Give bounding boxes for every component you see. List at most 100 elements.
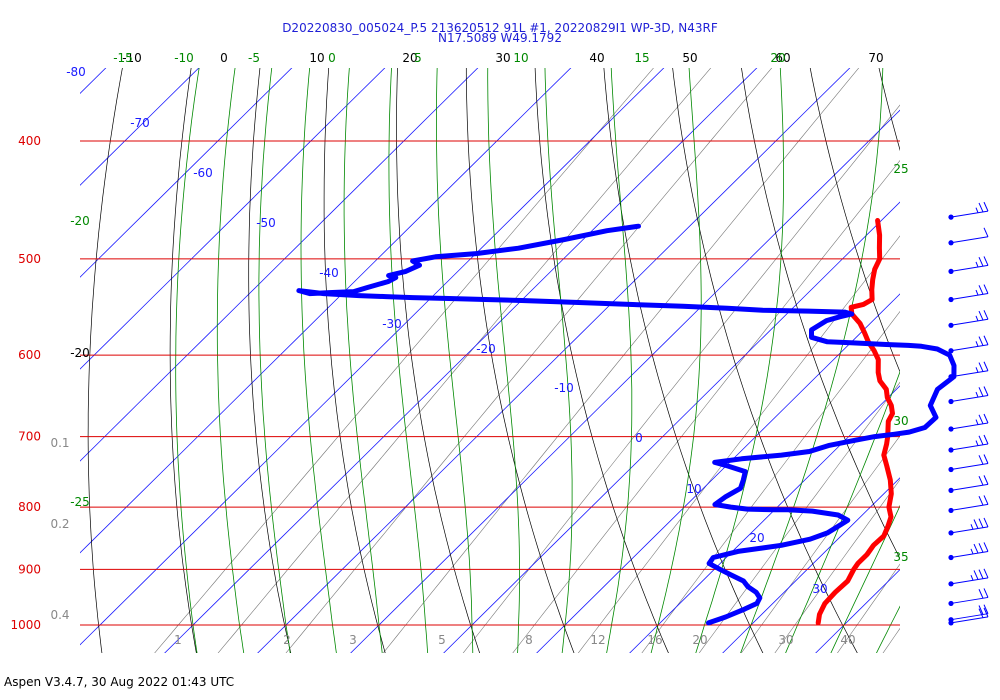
wind-barb bbox=[948, 227, 989, 246]
right-adiabat-label: 30 bbox=[893, 414, 908, 428]
isotherm-label: -80 bbox=[66, 65, 86, 79]
wind-barb bbox=[948, 542, 989, 561]
isobar-lines bbox=[80, 140, 900, 626]
left-mixing-label: 0.1 bbox=[50, 436, 69, 450]
isotherm-line bbox=[80, 68, 200, 186]
isotherm-label: -30 bbox=[382, 317, 402, 331]
moist-adiabat-line bbox=[300, 68, 337, 653]
pressure-tick-label: 900 bbox=[18, 562, 41, 576]
dry-adiabat-line bbox=[741, 68, 900, 560]
isotherm-line bbox=[0, 0, 93, 656]
wind-barb bbox=[948, 454, 989, 473]
top-tick-label: 20 bbox=[402, 51, 417, 65]
dry-adiabat-line bbox=[87, 68, 123, 653]
mixing-ratio-line bbox=[462, 104, 900, 653]
isotherm-label: 0 bbox=[635, 431, 643, 445]
isotherm-label: -20 bbox=[476, 342, 496, 356]
dry-adiabat-line bbox=[933, 6, 1000, 655]
top-tick-label: -10 bbox=[122, 51, 142, 65]
isotherm-line bbox=[80, 68, 572, 554]
top-tick-label: -5 bbox=[248, 51, 260, 65]
mixing-ratio-label: 20 bbox=[692, 633, 707, 647]
mixing-ratio-line bbox=[577, 235, 900, 653]
wind-barb bbox=[948, 361, 989, 380]
isotherm-line bbox=[80, 68, 665, 646]
isotherm-line bbox=[80, 68, 293, 278]
dry-adiabat-line bbox=[878, 68, 900, 152]
pressure-tick-label: 600 bbox=[18, 348, 41, 362]
left-adiabat-label: -20 bbox=[70, 214, 90, 228]
pressure-tick-label: 700 bbox=[18, 430, 41, 444]
top-tick-label: 40 bbox=[589, 51, 604, 65]
wind-barbs bbox=[948, 201, 989, 626]
dry-adiabat-line bbox=[672, 68, 858, 653]
isotherm-label: 10 bbox=[686, 482, 701, 496]
isotherm-line bbox=[443, 201, 900, 653]
isotherm-line bbox=[536, 293, 900, 653]
isotherm-line bbox=[257, 68, 851, 653]
isotherm-label: -70 bbox=[130, 116, 150, 130]
wind-barb bbox=[948, 588, 989, 607]
dry-adiabat-line bbox=[396, 68, 481, 653]
mixing-ratio-label: 5 bbox=[438, 633, 446, 647]
wind-barb bbox=[948, 517, 989, 536]
sounding-series bbox=[296, 218, 957, 626]
dry-adiabat-line bbox=[809, 68, 900, 373]
moist-adiabat-line bbox=[343, 68, 383, 653]
top-tick-label: 20 bbox=[770, 51, 785, 65]
pressure-tick-label: 500 bbox=[18, 252, 41, 266]
wind-barb bbox=[948, 386, 989, 405]
wind-barb bbox=[948, 413, 989, 432]
isotherm-label: 20 bbox=[749, 531, 764, 545]
moist-adiabat-line bbox=[487, 68, 521, 653]
mixing-ratio-line bbox=[774, 479, 900, 653]
top-tick-label: 0 bbox=[220, 51, 228, 65]
left-adiabat-label: -25 bbox=[70, 495, 90, 509]
right-adiabat-label: 35 bbox=[893, 550, 908, 564]
pressure-tick-label: 800 bbox=[18, 500, 41, 514]
mixing-ratio-line bbox=[698, 381, 900, 653]
dewpoint-profile-line bbox=[296, 223, 957, 626]
moist-adiabat-line bbox=[216, 68, 245, 653]
wind-barb bbox=[948, 434, 989, 453]
dry-adiabat-line bbox=[169, 68, 197, 653]
software-footer: Aspen V3.4.7, 30 Aug 2022 01:43 UTC bbox=[4, 675, 235, 689]
top-tick-label: -15 bbox=[113, 51, 133, 65]
top-tick-label: -10 bbox=[174, 51, 194, 65]
left-adiabat-label: -20 bbox=[70, 346, 90, 360]
mixing-ratio-label: 12 bbox=[590, 633, 605, 647]
wind-barb bbox=[948, 335, 989, 354]
wind-barb bbox=[948, 256, 989, 274]
isotherm-label: -60 bbox=[193, 166, 213, 180]
wind-barb bbox=[948, 604, 989, 623]
mixing-ratio-line bbox=[740, 435, 900, 653]
moist-adiabat-line bbox=[258, 68, 291, 653]
wind-barb bbox=[948, 284, 989, 303]
pressure-tick-label: 1000 bbox=[10, 618, 41, 632]
wind-barb bbox=[948, 201, 989, 220]
moist-adiabat-line bbox=[913, 6, 1000, 670]
isotherm-line bbox=[80, 68, 479, 462]
isotherm-line bbox=[722, 477, 900, 653]
top-tick-label: 60 bbox=[775, 51, 790, 65]
wind-barb bbox=[948, 568, 989, 587]
isotherm-line bbox=[80, 68, 386, 370]
wind-barb bbox=[948, 310, 989, 328]
mixing-ratio-line bbox=[382, 68, 860, 653]
isotherm-line bbox=[629, 385, 900, 653]
top-tick-label: 50 bbox=[682, 51, 697, 65]
mixing-ratio-label: 8 bbox=[525, 633, 533, 647]
top-tick-label: 0 bbox=[328, 51, 336, 65]
temperature-profile-line bbox=[815, 218, 895, 626]
isotherm-label: 30 bbox=[812, 582, 827, 596]
isotherm-label: -10 bbox=[554, 381, 574, 395]
mixing-ratio-line bbox=[217, 68, 712, 653]
isotherm-label: -50 bbox=[256, 216, 276, 230]
moist-adiabat-line bbox=[830, 504, 900, 653]
mixing-ratio-label: 1 bbox=[174, 633, 182, 647]
mixing-ratio-line bbox=[837, 563, 900, 653]
wind-barb bbox=[948, 475, 989, 493]
mixing-ratio-line bbox=[512, 160, 900, 653]
top-tick-label: 10 bbox=[513, 51, 528, 65]
